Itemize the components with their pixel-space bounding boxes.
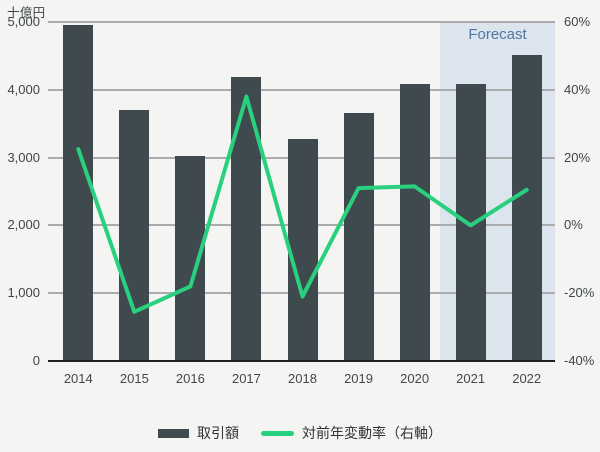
- legend: 取引額 対前年変動率（右軸）: [0, 423, 600, 443]
- x-axis-tick-label: 2019: [344, 371, 373, 386]
- right-axis-tick-label: -40%: [564, 353, 595, 368]
- right-axis-tick-label: -20%: [564, 285, 595, 301]
- right-axis-tick-label: 0%: [564, 217, 583, 233]
- x-axis-line: [48, 360, 555, 362]
- right-axis-tick-label: 60%: [564, 14, 591, 29]
- right-axis-tick-label: 40%: [564, 81, 591, 97]
- bar-2020: [399, 84, 430, 361]
- right-axis-tick-label: 20%: [564, 149, 591, 165]
- bar-2022: [511, 54, 542, 361]
- bar-2019: [343, 112, 374, 361]
- bar-2016: [175, 155, 206, 361]
- x-axis-tick-label: 2017: [231, 371, 261, 386]
- gridline: [48, 21, 555, 23]
- left-axis-tick-label: 5,000: [7, 14, 40, 29]
- bar-2014: [63, 24, 94, 361]
- legend-label: 取引額: [197, 425, 239, 441]
- bar-2018: [287, 138, 318, 361]
- legend-item-transaction-amount: 取引額: [158, 423, 239, 443]
- left-axis-tick-label: 0: [32, 353, 40, 368]
- bar-2021: [455, 83, 486, 361]
- bar-2017: [231, 76, 262, 361]
- x-axis-tick-label: 2018: [288, 371, 317, 386]
- x-axis-tick-label: 2020: [400, 371, 430, 386]
- left-axis-tick-label: 4,000: [7, 81, 40, 97]
- x-axis-tick-label: 2022: [512, 371, 542, 386]
- legend-label: 対前年変動率（右軸）: [302, 425, 442, 441]
- forecast-label: Forecast: [468, 26, 527, 43]
- x-axis-tick-label: 2021: [456, 371, 486, 386]
- legend-item-yoy-rate: 対前年変動率（右軸）: [261, 423, 442, 443]
- left-axis-tick-label: 3,000: [7, 149, 40, 165]
- bar-series-swatch: [158, 428, 189, 438]
- left-axis-tick-label: 1,000: [7, 285, 40, 301]
- x-axis-tick-label: 2014: [63, 371, 93, 386]
- line-series-swatch: [261, 430, 294, 436]
- left-axis-unit-label: 十億円: [7, 6, 46, 20]
- bar-2015: [119, 110, 150, 361]
- left-axis-tick-label: 2,000: [7, 217, 40, 233]
- gridline: [48, 88, 555, 91]
- x-axis-tick-label: 2015: [119, 371, 149, 386]
- x-axis-tick-label: 2016: [175, 371, 205, 386]
